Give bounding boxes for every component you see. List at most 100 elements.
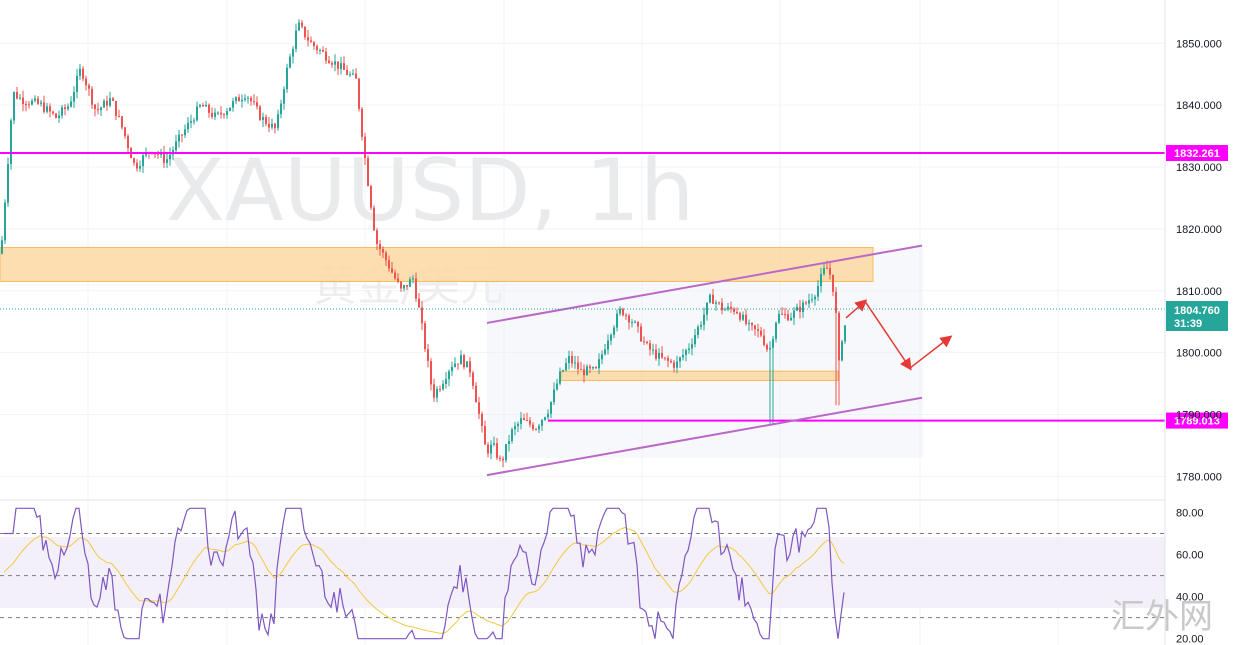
candle-body[interactable] (613, 327, 615, 335)
candle-body[interactable] (553, 389, 555, 403)
candle-body[interactable] (337, 61, 339, 69)
candle-body[interactable] (643, 341, 645, 343)
candle-body[interactable] (577, 362, 579, 370)
candle-body[interactable] (508, 441, 510, 445)
candle-body[interactable] (763, 335, 765, 345)
candle-body[interactable] (373, 207, 375, 231)
candle-body[interactable] (58, 115, 60, 119)
price-axis[interactable]: 1780.000 1790.000 1800.000 1810.000 1820.000… (1176, 38, 1222, 483)
candle-body[interactable] (16, 92, 18, 99)
candle-body[interactable] (589, 366, 591, 369)
candle-body[interactable] (295, 30, 297, 49)
candle-body[interactable] (64, 107, 66, 110)
candle-body[interactable] (457, 363, 459, 365)
candle-body[interactable] (490, 444, 492, 454)
candle-body[interactable] (460, 355, 462, 365)
candle-body[interactable] (73, 91, 75, 102)
candle-body[interactable] (94, 104, 96, 110)
candle-body[interactable] (283, 89, 285, 104)
candle-body[interactable] (604, 349, 606, 355)
candle-body[interactable] (289, 56, 291, 68)
candle-body[interactable] (622, 308, 624, 316)
candle-body[interactable] (832, 274, 834, 292)
candle-body[interactable] (355, 73, 357, 79)
candle-body[interactable] (469, 361, 471, 373)
candle-body[interactable] (733, 308, 735, 312)
candle-body[interactable] (31, 100, 33, 105)
candle-body[interactable] (229, 107, 231, 111)
candle-body[interactable] (541, 419, 543, 426)
candle-body[interactable] (379, 243, 381, 250)
candle-body[interactable] (25, 104, 27, 106)
candle-body[interactable] (802, 302, 804, 313)
candle-body[interactable] (760, 330, 762, 336)
candle-body[interactable] (205, 104, 207, 107)
candle-body[interactable] (199, 104, 201, 107)
candle-body[interactable] (655, 349, 657, 359)
candle-body[interactable] (769, 347, 771, 350)
candle-body[interactable] (55, 113, 57, 119)
candle-body[interactable] (559, 371, 561, 384)
candle-body[interactable] (799, 306, 801, 313)
candle-body[interactable] (121, 116, 123, 128)
candle-body[interactable] (445, 379, 447, 384)
candle-body[interactable] (385, 252, 387, 261)
candle-body[interactable] (652, 349, 654, 351)
projection-arrows[interactable] (845, 299, 953, 371)
candle-body[interactable] (394, 272, 396, 279)
candle-body[interactable] (136, 162, 138, 169)
candle-body[interactable] (346, 69, 348, 75)
candle-body[interactable] (76, 75, 78, 92)
candle-body[interactable] (736, 311, 738, 314)
candle-body[interactable] (325, 51, 327, 61)
candle-body[interactable] (265, 116, 267, 124)
candle-body[interactable] (202, 104, 204, 107)
candle-body[interactable] (238, 97, 240, 102)
candle-body[interactable] (226, 110, 228, 116)
candle-body[interactable] (823, 267, 825, 275)
candle-body[interactable] (640, 326, 642, 342)
candlestick-series[interactable] (1, 19, 846, 468)
candle-body[interactable] (211, 112, 213, 117)
candle-body[interactable] (715, 302, 717, 304)
candle-body[interactable] (511, 429, 513, 442)
rsi-line[interactable] (4, 507, 845, 640)
candle-body[interactable] (772, 338, 774, 348)
candle-body[interactable] (721, 302, 723, 311)
candle-body[interactable] (301, 22, 303, 27)
candle-body[interactable] (118, 116, 120, 118)
candle-body[interactable] (805, 302, 807, 304)
candle-body[interactable] (304, 26, 306, 38)
candle-body[interactable] (259, 106, 261, 120)
candle-body[interactable] (634, 321, 636, 323)
candle-body[interactable] (316, 46, 318, 51)
projection-arrow[interactable] (909, 335, 953, 369)
candle-body[interactable] (658, 352, 660, 359)
candle-body[interactable] (52, 111, 54, 114)
candle-body[interactable] (352, 73, 354, 75)
candle-body[interactable] (709, 294, 711, 303)
rsi-panel[interactable] (0, 507, 1165, 640)
candle-body[interactable] (169, 154, 171, 160)
candle-body[interactable] (814, 296, 816, 300)
candle-body[interactable] (34, 98, 36, 101)
candle-body[interactable] (574, 362, 576, 364)
candle-body[interactable] (7, 163, 9, 203)
candle-body[interactable] (526, 420, 528, 422)
candle-body[interactable] (820, 274, 822, 287)
candle-body[interactable] (664, 357, 666, 359)
candle-body[interactable] (481, 413, 483, 426)
channel-upper-line[interactable] (486, 244, 923, 324)
candle-body[interactable] (376, 230, 378, 244)
candle-body[interactable] (1, 240, 3, 254)
candle-body[interactable] (619, 308, 621, 314)
candle-body[interactable] (808, 300, 810, 304)
candle-body[interactable] (220, 112, 222, 115)
candle-body[interactable] (46, 106, 48, 112)
projection-arrow[interactable] (864, 300, 912, 371)
candle-body[interactable] (247, 97, 249, 99)
candle-body[interactable] (586, 366, 588, 376)
candle-body[interactable] (475, 385, 477, 403)
candle-body[interactable] (343, 63, 345, 70)
candle-body[interactable] (166, 159, 168, 163)
